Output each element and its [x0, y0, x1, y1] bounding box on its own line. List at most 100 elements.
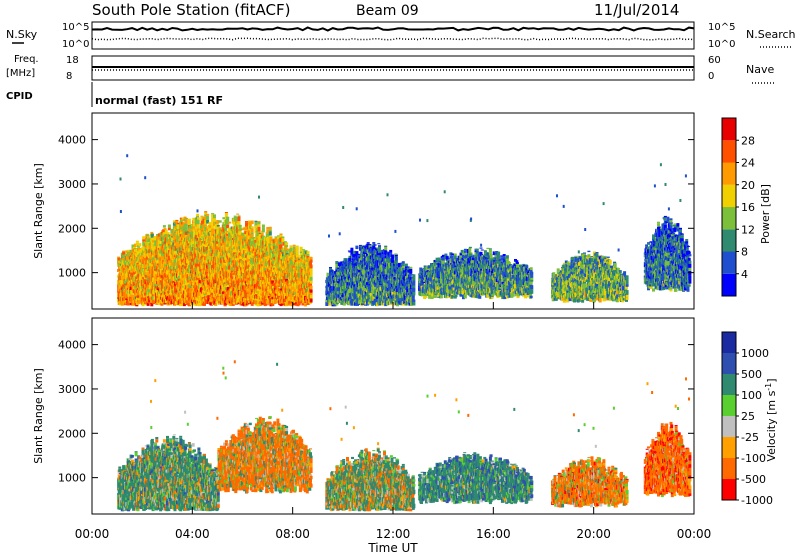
echo-cell: [216, 225, 220, 227]
echo-cell: [167, 224, 171, 228]
echo-cell: [153, 282, 157, 288]
echo-cell: [150, 233, 154, 238]
noise-left-tick-top: 10^5: [62, 22, 89, 33]
echo-cell: [204, 211, 208, 213]
echo-cell: [154, 270, 158, 274]
echo-cell: [133, 274, 137, 278]
echo-cell: [213, 216, 216, 219]
echo-cell: [285, 242, 289, 245]
echo-cell: [257, 221, 261, 225]
echo-cell: [295, 247, 299, 251]
echo-cell: [150, 302, 154, 307]
echo-cell: [133, 248, 137, 250]
noise-right-tick-bottom: 10^0: [708, 39, 735, 50]
echo-cell: [157, 239, 161, 244]
echo-cell: [218, 220, 222, 223]
cpid-value: normal (fast) 151 RF: [95, 94, 223, 107]
echo-cell: [269, 236, 273, 238]
echo-cell: [159, 243, 163, 247]
echo-cell: [279, 242, 283, 245]
echo-cell: [159, 268, 163, 274]
echo-cell: [224, 212, 228, 216]
echo-cell: [166, 232, 170, 234]
echo-cell: [204, 224, 208, 227]
echo-cell: [156, 234, 159, 236]
echo-cell: [238, 224, 242, 226]
echo-cell: [162, 225, 166, 228]
echo-cell: [129, 286, 133, 290]
echo-cell: [159, 253, 163, 257]
echo-cell: [125, 252, 129, 256]
echo-cell: [150, 231, 154, 234]
freq-left-tick-bottom: 8: [66, 71, 72, 82]
echo-cell: [184, 223, 188, 227]
nave-label: Nave: [746, 63, 774, 76]
echo-cell: [268, 229, 272, 232]
echo-cell: [164, 229, 168, 232]
echo-cell: [132, 302, 136, 306]
echo-cell: [281, 236, 285, 239]
echo-cell: [155, 303, 159, 305]
echo-cell: [261, 229, 265, 233]
echo-cell: [268, 226, 272, 230]
echo-cell: [257, 224, 261, 227]
echo-cell: [131, 244, 135, 249]
echo-cell: [123, 274, 127, 279]
echo-cell: [135, 240, 139, 243]
station-title: South Pole Station (fitACF): [92, 1, 290, 19]
cpid-label: CPID: [6, 91, 33, 102]
echo-cell: [144, 292, 147, 296]
echo-cell: [250, 220, 254, 225]
echo-cell: [117, 291, 121, 294]
echo-cell: [163, 228, 167, 230]
echo-cell: [125, 260, 129, 263]
echo-cell: [123, 278, 127, 282]
echo-cell: [129, 294, 133, 298]
echo-cell: [153, 236, 157, 241]
echo-cell: [148, 292, 152, 294]
echo-cell: [245, 221, 248, 223]
echo-cell: [192, 226, 196, 229]
echo-cell: [295, 245, 299, 248]
echo-cell: [141, 303, 145, 307]
echo-cell: [122, 254, 126, 258]
echo-cell: [142, 297, 146, 302]
echo-cell: [239, 228, 243, 231]
echo-cell: [241, 232, 245, 236]
echo-cell: [122, 264, 126, 269]
echo-cell: [295, 250, 299, 255]
echo-cell: [289, 245, 293, 248]
echo-cell: [119, 262, 122, 265]
echo-cell: [132, 246, 136, 250]
echo-cell: [144, 280, 148, 283]
echo-cell: [157, 233, 161, 237]
echo-cell: [224, 212, 228, 213]
echo-cell: [206, 215, 210, 220]
echo-cell: [121, 292, 125, 297]
echo-cell: [250, 228, 254, 233]
echo-cell: [196, 213, 200, 217]
echo-cell: [140, 295, 144, 299]
echo-cell: [137, 248, 141, 252]
noise-search-line: [91, 37, 695, 41]
echo-cell: [226, 224, 230, 229]
echo-cell: [138, 243, 142, 247]
echo-cell: [268, 231, 272, 236]
freq-label-top: Freq.: [14, 54, 39, 65]
echo-cell: [292, 244, 296, 247]
echo-cell: [146, 235, 150, 237]
echo-cell: [147, 287, 151, 291]
echo-cell: [156, 258, 159, 262]
power-echo-layer: [117, 154, 692, 307]
echo-cell: [196, 217, 200, 220]
echo-cell: [157, 236, 161, 240]
echo-cell: [226, 216, 230, 219]
echo-cell: [129, 249, 133, 254]
echo-cell: [134, 244, 137, 248]
echo-cell: [196, 219, 200, 225]
echo-cell: [187, 218, 191, 222]
noise-sky-label: N.Sky: [6, 28, 38, 41]
echo-cell: [261, 227, 265, 230]
echo-cell: [206, 213, 210, 215]
echo-cell: [132, 289, 136, 294]
